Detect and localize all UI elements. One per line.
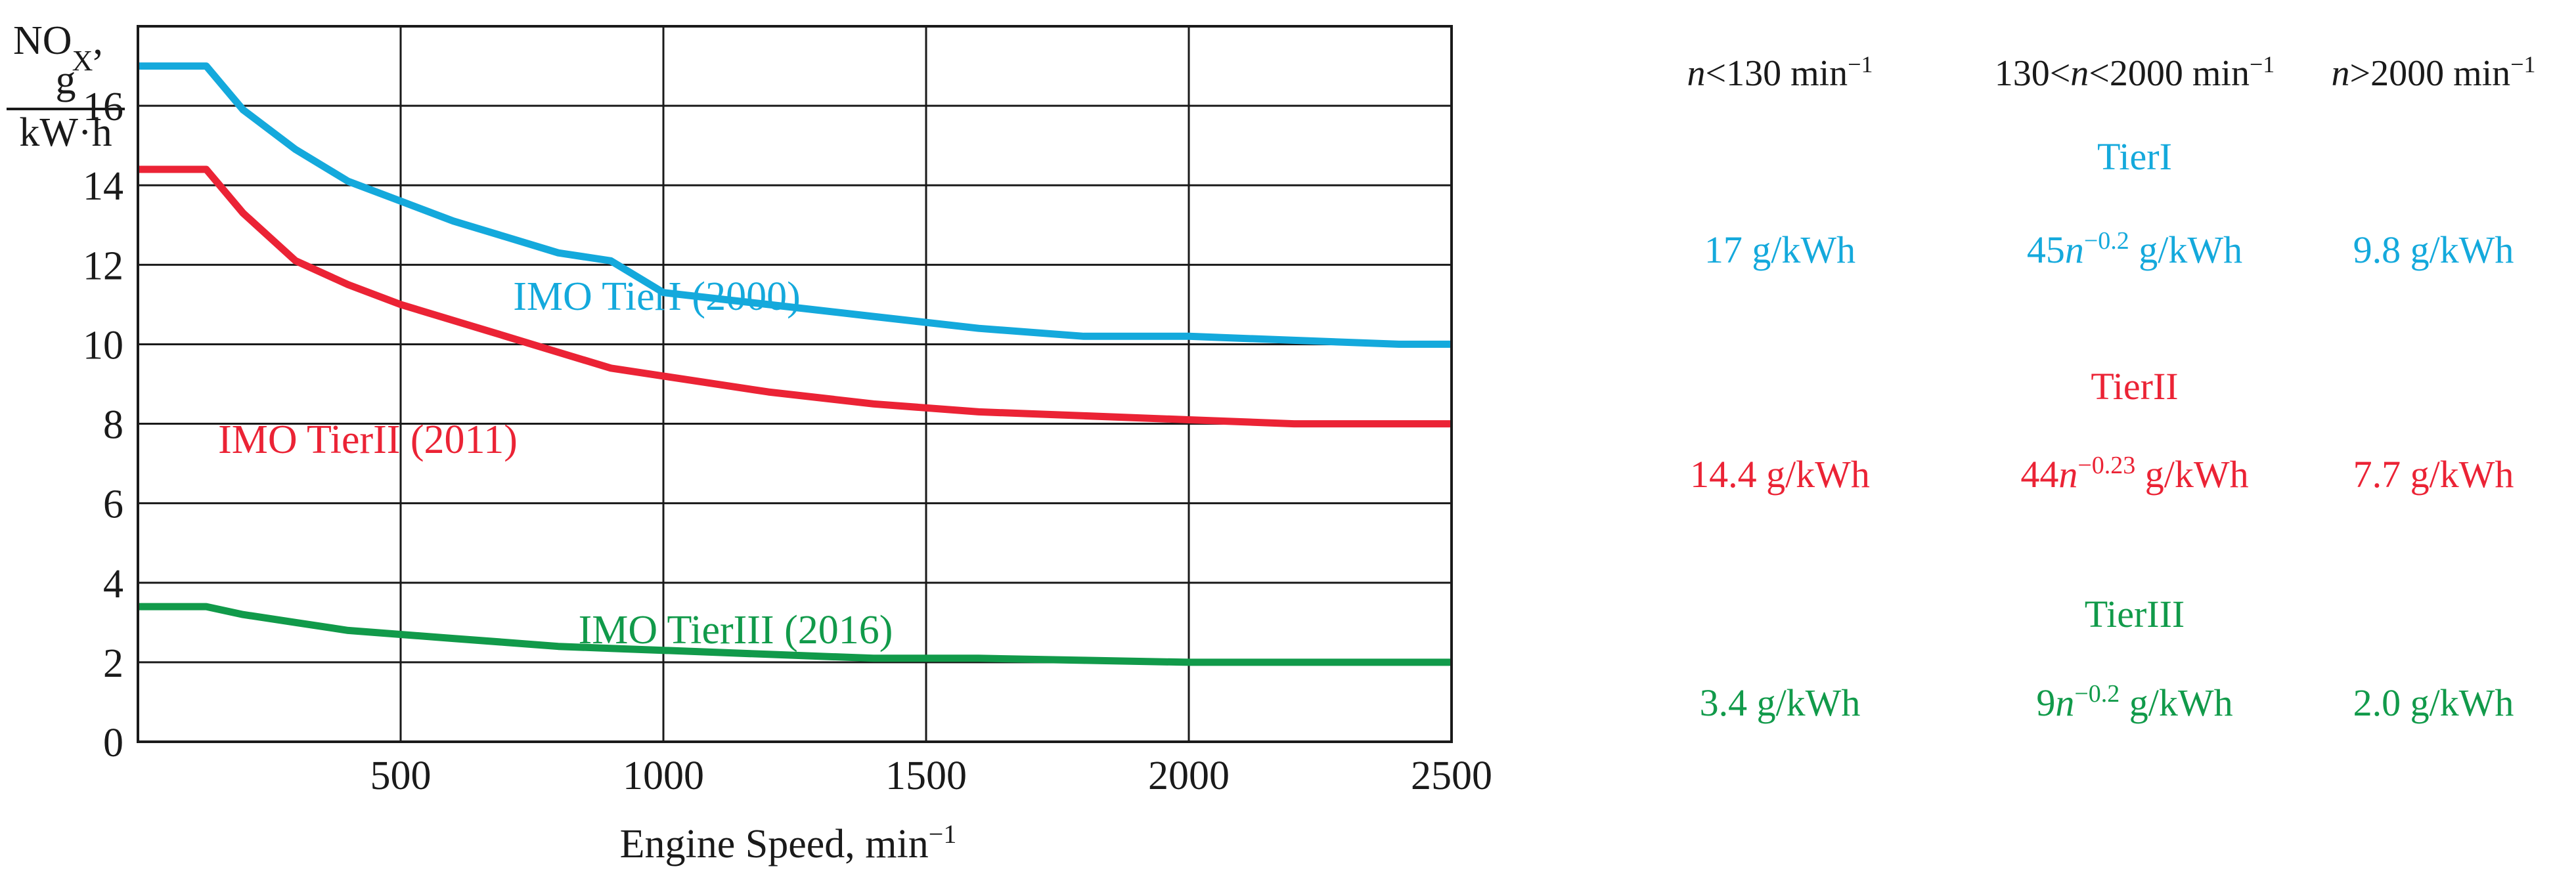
- x-axis-title: Engine Speed, min−1: [620, 819, 957, 867]
- tier1-mid-limit: 45n−0.2 g/kWh: [2027, 227, 2242, 271]
- y-tick-label: 0: [103, 721, 123, 765]
- x-axis-ticks: 500 1000 1500 2000 2500: [370, 754, 1493, 798]
- series-label-tier3: IMO TierIII (2016): [579, 608, 893, 652]
- tier3-mid-limit: 9n−0.2 g/kWh: [2036, 680, 2232, 724]
- y-tick-label: 10: [83, 323, 123, 368]
- grid-vertical: [399, 26, 1190, 742]
- y-tick-label: 6: [103, 482, 123, 527]
- header-high-speed: n>2000 min−1: [2331, 51, 2535, 94]
- x-tick-label: 2000: [1148, 754, 1230, 798]
- limits-table-header: n<130 min−1 130<n<2000 min−1 n>2000 min−…: [1687, 51, 2535, 94]
- tier2-title: TierII: [2091, 365, 2178, 408]
- y-axis-label-numerator: g: [56, 58, 76, 102]
- x-tick-label: 1000: [623, 754, 704, 798]
- y-tick-label: 8: [103, 403, 123, 448]
- y-axis-label-denominator: kW·h: [19, 110, 112, 155]
- y-tick-label: 12: [83, 244, 123, 288]
- tier3-high-limit: 2.0 g/kWh: [2353, 681, 2514, 724]
- tier1-title: TierI: [2097, 135, 2172, 178]
- tier2-low-limit: 14.4 g/kWh: [1690, 453, 1870, 496]
- series-lines: [138, 62, 1452, 666]
- y-axis-label-top: NOX,: [13, 18, 103, 77]
- tier1-row: TierI 17 g/kWh 45n−0.2 g/kWh 9.8 g/kWh: [1704, 135, 2514, 271]
- series-label-tier1: IMO TierI (2000): [513, 274, 800, 319]
- y-tick-label: 2: [103, 641, 123, 686]
- grid-horizontal: [138, 104, 1452, 664]
- series-label-tier2: IMO TierII (2011): [218, 417, 518, 462]
- x-tick-label: 1500: [885, 754, 967, 798]
- tier1-low-limit: 17 g/kWh: [1704, 228, 1855, 271]
- x-tick-label: 500: [370, 754, 432, 798]
- tier2-mid-limit: 44n−0.23 g/kWh: [2020, 452, 2248, 496]
- tier3-row: TierIII 3.4 g/kWh 9n−0.2 g/kWh 2.0 g/kWh: [1700, 593, 2514, 724]
- y-tick-label: 14: [83, 164, 123, 209]
- tier3-title: TierIII: [2085, 593, 2185, 635]
- plot-area: [137, 25, 1453, 743]
- y-tick-label: 16: [83, 85, 123, 129]
- header-low-speed: n<130 min−1: [1687, 51, 1873, 94]
- tier3-low-limit: 3.4 g/kWh: [1700, 681, 1861, 724]
- tier2-high-limit: 7.7 g/kWh: [2353, 453, 2514, 496]
- tier1-high-limit: 9.8 g/kWh: [2353, 228, 2514, 271]
- series-annotations: IMO TierI (2000) IMO TierII (2011) IMO T…: [218, 274, 893, 652]
- series-line-tier1: [138, 62, 1452, 348]
- header-mid-speed: 130<n<2000 min−1: [1995, 51, 2275, 94]
- y-tick-label: 4: [103, 562, 123, 607]
- series-line-tier2: [138, 165, 1452, 428]
- y-axis-ticks: 0 2 4 6 8 10 12 14 16: [83, 85, 123, 765]
- limits-table: n<130 min−1 130<n<2000 min−1 n>2000 min−…: [1687, 51, 2535, 724]
- y-axis-label: NOX, g kW·h: [7, 18, 125, 155]
- x-tick-label: 2500: [1411, 754, 1492, 798]
- tier2-row: TierII 14.4 g/kWh 44n−0.23 g/kWh 7.7 g/k…: [1690, 365, 2514, 496]
- series-line-tier3: [138, 603, 1452, 666]
- plot-frame: [137, 25, 1453, 743]
